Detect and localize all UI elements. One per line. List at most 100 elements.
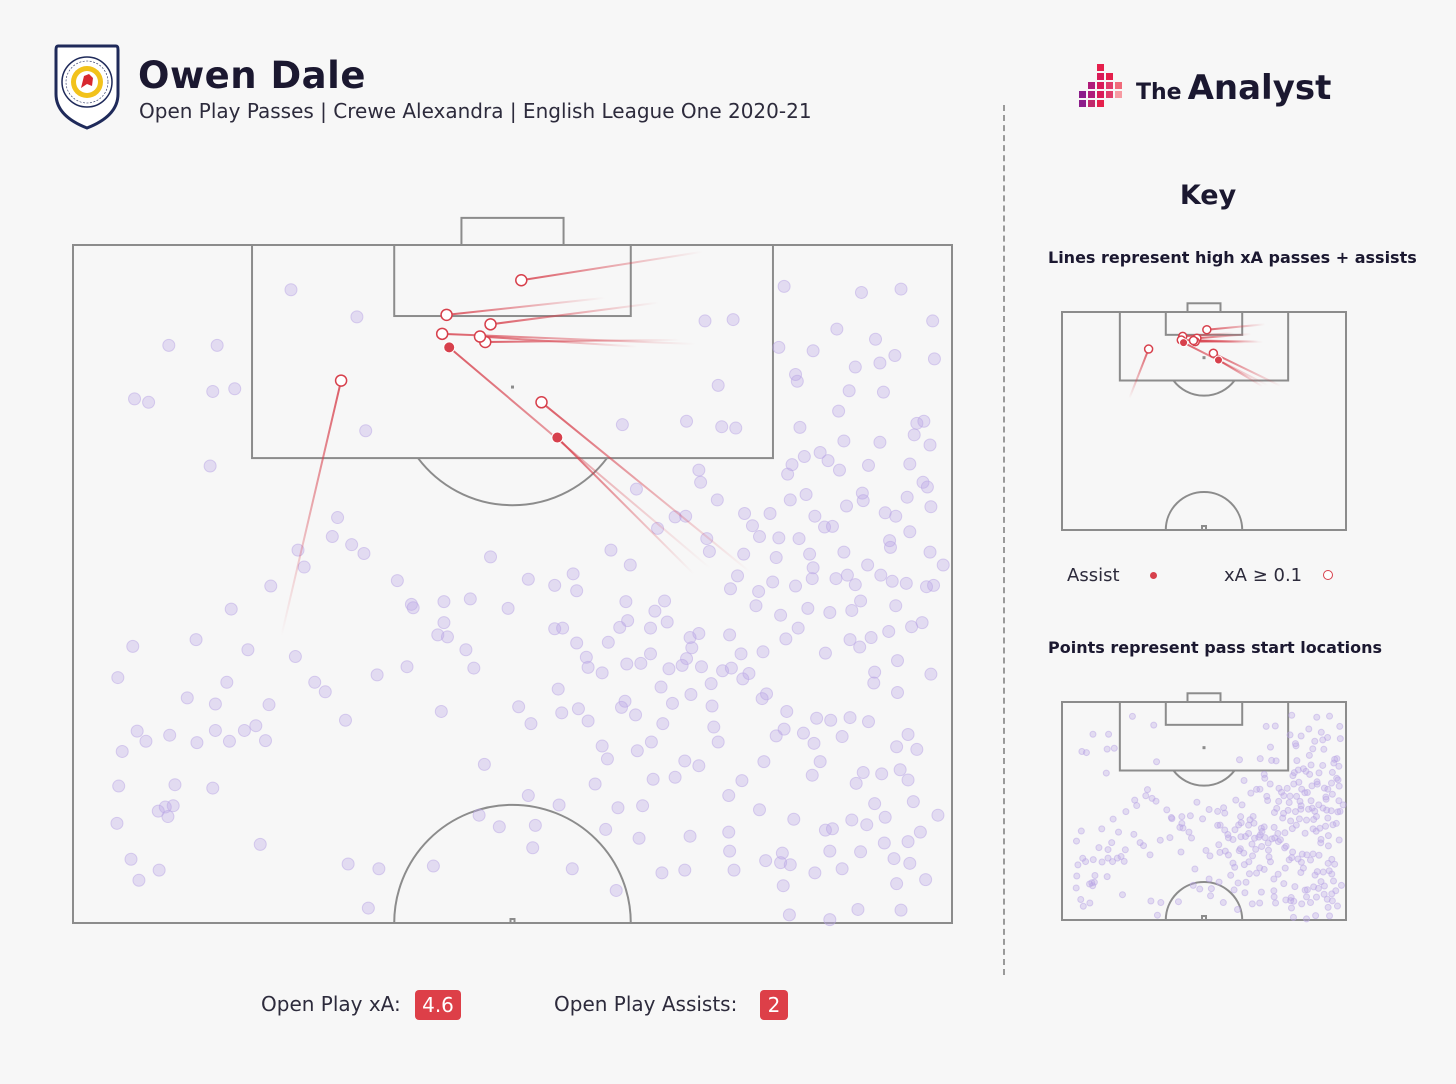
pass-start-point bbox=[1206, 852, 1214, 860]
pass-start-point bbox=[1324, 842, 1332, 850]
pass-start-point bbox=[570, 636, 584, 650]
pass-start-point bbox=[1199, 815, 1207, 823]
pass-start-point bbox=[782, 908, 796, 922]
pass-start-point bbox=[723, 844, 737, 858]
pass-start-point bbox=[1133, 802, 1141, 810]
pass-start-point bbox=[484, 550, 498, 564]
xa-marker bbox=[435, 327, 449, 341]
key-points-pitch bbox=[1061, 692, 1347, 921]
pass-start-point bbox=[1089, 856, 1097, 864]
pass-start-point bbox=[1191, 865, 1199, 873]
pass-start-point bbox=[1216, 848, 1224, 856]
pass-start-point bbox=[903, 525, 917, 539]
pass-start-point bbox=[552, 798, 566, 812]
pass-start-point bbox=[1295, 815, 1303, 823]
pass-start-point bbox=[1287, 817, 1295, 825]
pass-start-point bbox=[1270, 875, 1278, 883]
key-points-example bbox=[1072, 711, 1347, 923]
pass-start-point bbox=[1290, 780, 1298, 788]
pass-start-point bbox=[1152, 797, 1160, 805]
pass-start-point bbox=[869, 332, 883, 346]
pass-start-point bbox=[818, 646, 832, 660]
pass-start-point bbox=[1309, 825, 1317, 833]
pass-start-point bbox=[1232, 796, 1240, 804]
pass-start-point bbox=[868, 797, 882, 811]
pass-start-point bbox=[1073, 872, 1081, 880]
lines-caption: Lines represent high xA passes + assists bbox=[1048, 248, 1417, 267]
pass-start-point bbox=[1103, 745, 1111, 753]
pass-line bbox=[521, 250, 703, 282]
centre-spot bbox=[509, 918, 516, 924]
pass-start-point bbox=[808, 509, 822, 523]
pass-start-point bbox=[832, 404, 846, 418]
centre-spot bbox=[1201, 915, 1207, 921]
pass-start-point bbox=[873, 435, 887, 449]
pass-start-point bbox=[168, 778, 182, 792]
pass-start-point bbox=[1156, 836, 1164, 844]
pass-start-point bbox=[1324, 859, 1332, 867]
pass-start-point bbox=[705, 699, 719, 713]
pass-start-point bbox=[722, 789, 736, 803]
pass-start-point bbox=[581, 660, 595, 674]
pass-start-point bbox=[874, 568, 888, 582]
pass-start-point bbox=[1274, 870, 1282, 878]
pass-start-point bbox=[1297, 732, 1305, 740]
pass-start-point bbox=[611, 801, 625, 815]
pass-start-point bbox=[1281, 864, 1289, 872]
pass-start-point bbox=[783, 493, 797, 507]
pass-start-point bbox=[210, 338, 224, 352]
pass-start-point bbox=[512, 700, 526, 714]
pass-start-point bbox=[692, 759, 706, 773]
pass-start-point bbox=[1270, 893, 1278, 901]
pass-start-point bbox=[581, 714, 595, 728]
pass-line bbox=[1193, 339, 1245, 344]
xa-marker bbox=[334, 374, 348, 387]
pass-start-point bbox=[1297, 858, 1305, 866]
pass-start-point bbox=[1261, 774, 1269, 782]
pass-start-point bbox=[1189, 881, 1197, 889]
pass-start-point bbox=[694, 660, 708, 674]
pass-start-point bbox=[813, 755, 827, 769]
pass-start-point bbox=[228, 382, 242, 396]
pass-start-point bbox=[726, 313, 740, 327]
pass-start-point bbox=[864, 631, 878, 645]
pass-start-point bbox=[604, 543, 618, 557]
pass-start-point bbox=[1104, 854, 1112, 862]
pass-start-point bbox=[913, 825, 927, 839]
pass-start-point bbox=[702, 544, 716, 558]
pass-start-point bbox=[1331, 860, 1339, 868]
centre-spot bbox=[1201, 525, 1207, 531]
pass-start-point bbox=[308, 675, 322, 689]
pass-start-point bbox=[853, 640, 867, 654]
penalty-spot bbox=[1202, 746, 1206, 750]
pass-start-point bbox=[856, 494, 870, 508]
xa-marker bbox=[1143, 344, 1154, 354]
pass-start-point bbox=[715, 420, 729, 434]
pass-start-point bbox=[437, 595, 451, 609]
pass-start-point bbox=[1109, 858, 1117, 866]
pass-start-point bbox=[1245, 829, 1253, 837]
pass-start-point bbox=[1303, 816, 1311, 824]
pass-start-point bbox=[769, 551, 783, 565]
pass-start-point bbox=[1237, 819, 1245, 827]
pass-start-point bbox=[1320, 745, 1328, 753]
pass-start-point bbox=[1333, 902, 1341, 910]
pass-start-point bbox=[249, 719, 263, 733]
pass-start-point bbox=[808, 866, 822, 880]
pass-start-point bbox=[1274, 829, 1282, 837]
pass-start-point bbox=[1252, 845, 1260, 853]
pass-start-point bbox=[253, 837, 267, 851]
pass-start-point bbox=[899, 576, 913, 590]
pass-start-point bbox=[220, 675, 234, 689]
pass-start-point bbox=[1242, 878, 1250, 886]
pass-start-point bbox=[1286, 792, 1294, 800]
pass-start-points bbox=[110, 279, 950, 927]
pass-start-point bbox=[571, 702, 585, 716]
pass-start-point bbox=[1312, 893, 1320, 901]
pass-start-point bbox=[1336, 735, 1344, 743]
xa-marker bbox=[484, 318, 497, 331]
pass-start-point bbox=[776, 879, 790, 893]
pass-start-point bbox=[1335, 836, 1343, 844]
pass-start-point bbox=[524, 717, 538, 731]
pass-start-point bbox=[1229, 859, 1237, 867]
